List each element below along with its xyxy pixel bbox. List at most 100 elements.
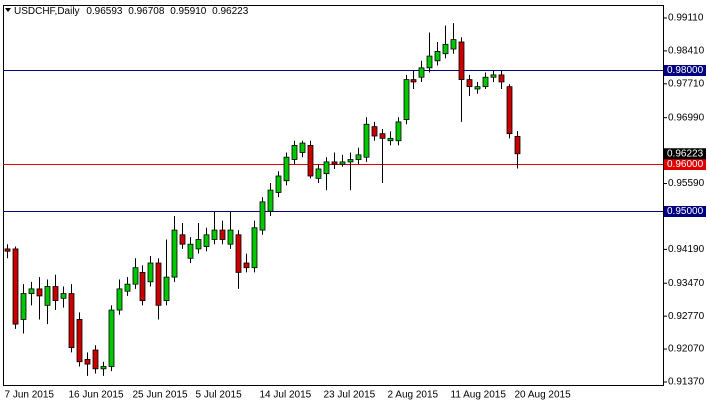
x-tick-label: 7 Jun 2015 <box>5 390 55 401</box>
header-low: 0.95910 <box>170 6 207 17</box>
y-tick-label: 0.93470 <box>668 278 705 289</box>
current-price-label: 0.96223 <box>667 148 704 159</box>
candle-body <box>28 288 35 294</box>
candle-body <box>514 135 521 155</box>
candle-body <box>379 133 386 139</box>
x-tick-label: 25 Jun 2015 <box>133 390 188 401</box>
candle-body <box>163 276 170 302</box>
candle-body <box>76 319 83 363</box>
candle-body <box>132 267 139 285</box>
candle-body <box>116 288 123 311</box>
candle-body <box>506 86 513 135</box>
candle-body <box>259 201 266 231</box>
candle-body <box>410 79 417 83</box>
price-level-label: 0.95000 <box>667 206 704 217</box>
header-high: 0.96708 <box>128 6 165 17</box>
candle-body <box>235 234 242 273</box>
candle-body <box>251 227 258 269</box>
candle-body <box>458 41 465 80</box>
candle-body <box>387 137 394 142</box>
price-level-box <box>664 159 706 170</box>
y-tick-label: 0.95590 <box>668 178 705 189</box>
header-open: 0.96593 <box>86 6 123 17</box>
candle-body <box>434 50 441 62</box>
candle-body <box>12 248 19 325</box>
candle-body <box>227 229 234 245</box>
candle-body <box>243 262 250 269</box>
candle-body <box>219 229 226 240</box>
candle-body <box>36 288 43 297</box>
candle-body <box>283 156 290 182</box>
x-tick-label: 23 Jul 2015 <box>324 390 376 401</box>
candle-body <box>187 243 194 259</box>
candle-body <box>339 161 346 165</box>
x-tick-label: 20 Aug 2015 <box>515 390 572 401</box>
candle-body <box>100 366 107 370</box>
candle-body <box>307 145 314 177</box>
candle-body <box>371 126 378 137</box>
candle-body <box>211 229 218 240</box>
candle-body <box>291 145 298 160</box>
candle-body <box>403 79 410 120</box>
candle-body <box>490 74 497 78</box>
y-tick-label: 0.99110 <box>668 13 704 24</box>
candle-body <box>498 74 505 83</box>
price-level-box <box>664 65 706 76</box>
x-tick-label: 16 Jun 2015 <box>69 390 124 401</box>
candle-body <box>52 286 59 302</box>
candle-body <box>92 349 99 370</box>
y-tick-label: 0.92770 <box>668 311 705 322</box>
candle-body <box>155 262 162 306</box>
candle-body <box>4 248 11 252</box>
candle-body <box>355 154 362 160</box>
candle-body <box>267 189 274 212</box>
candle-body <box>195 239 202 250</box>
candle-body <box>331 161 338 165</box>
price-level-label: 0.98000 <box>667 65 704 76</box>
candle-body <box>124 283 131 292</box>
y-tick-label: 0.94190 <box>668 244 705 255</box>
x-tick-label: 14 Jul 2015 <box>260 390 312 401</box>
y-tick-label: 0.97710 <box>668 78 705 89</box>
candle-body <box>44 286 51 306</box>
header-close: 0.96223 <box>212 6 249 17</box>
candle-body <box>20 293 27 320</box>
chart-title: USDCHF,Daily <box>14 6 80 17</box>
candle-body <box>450 39 457 50</box>
price-level-label: 0.96000 <box>667 159 704 170</box>
candle-body <box>171 229 178 278</box>
candle-body <box>466 79 473 88</box>
candle-body <box>418 67 425 78</box>
candle-body <box>147 262 154 283</box>
candle-body <box>474 86 481 90</box>
candle-body <box>347 159 354 163</box>
candle-body <box>179 234 186 245</box>
candle-body <box>315 168 322 179</box>
candle-body <box>68 293 75 349</box>
header-icon <box>5 8 11 12</box>
x-tick-label: 5 Jul 2015 <box>196 390 243 401</box>
chart-header: USDCHF,Daily 0.96593 0.96708 0.95910 0.9… <box>14 6 249 17</box>
candle-body <box>482 76 489 88</box>
candle-body <box>108 309 115 367</box>
candle-body <box>84 359 91 365</box>
candle-body <box>203 234 210 247</box>
candle-body <box>275 175 282 193</box>
current-price-box <box>664 148 706 160</box>
candle-body <box>139 272 146 302</box>
x-tick-label: 2 Aug 2015 <box>388 390 439 401</box>
y-tick-label: 0.92070 <box>668 344 705 355</box>
candle-body <box>299 142 306 153</box>
candle-body <box>323 161 330 175</box>
x-tick-label: 11 Aug 2015 <box>451 390 507 401</box>
candle-body <box>395 121 402 142</box>
candle-body <box>60 293 67 299</box>
candle-body <box>442 43 449 55</box>
y-tick-label: 0.98410 <box>668 46 705 57</box>
y-tick-label: 0.96990 <box>668 112 705 123</box>
y-tick-label: 0.91370 <box>668 377 705 388</box>
candle-body <box>363 123 370 158</box>
